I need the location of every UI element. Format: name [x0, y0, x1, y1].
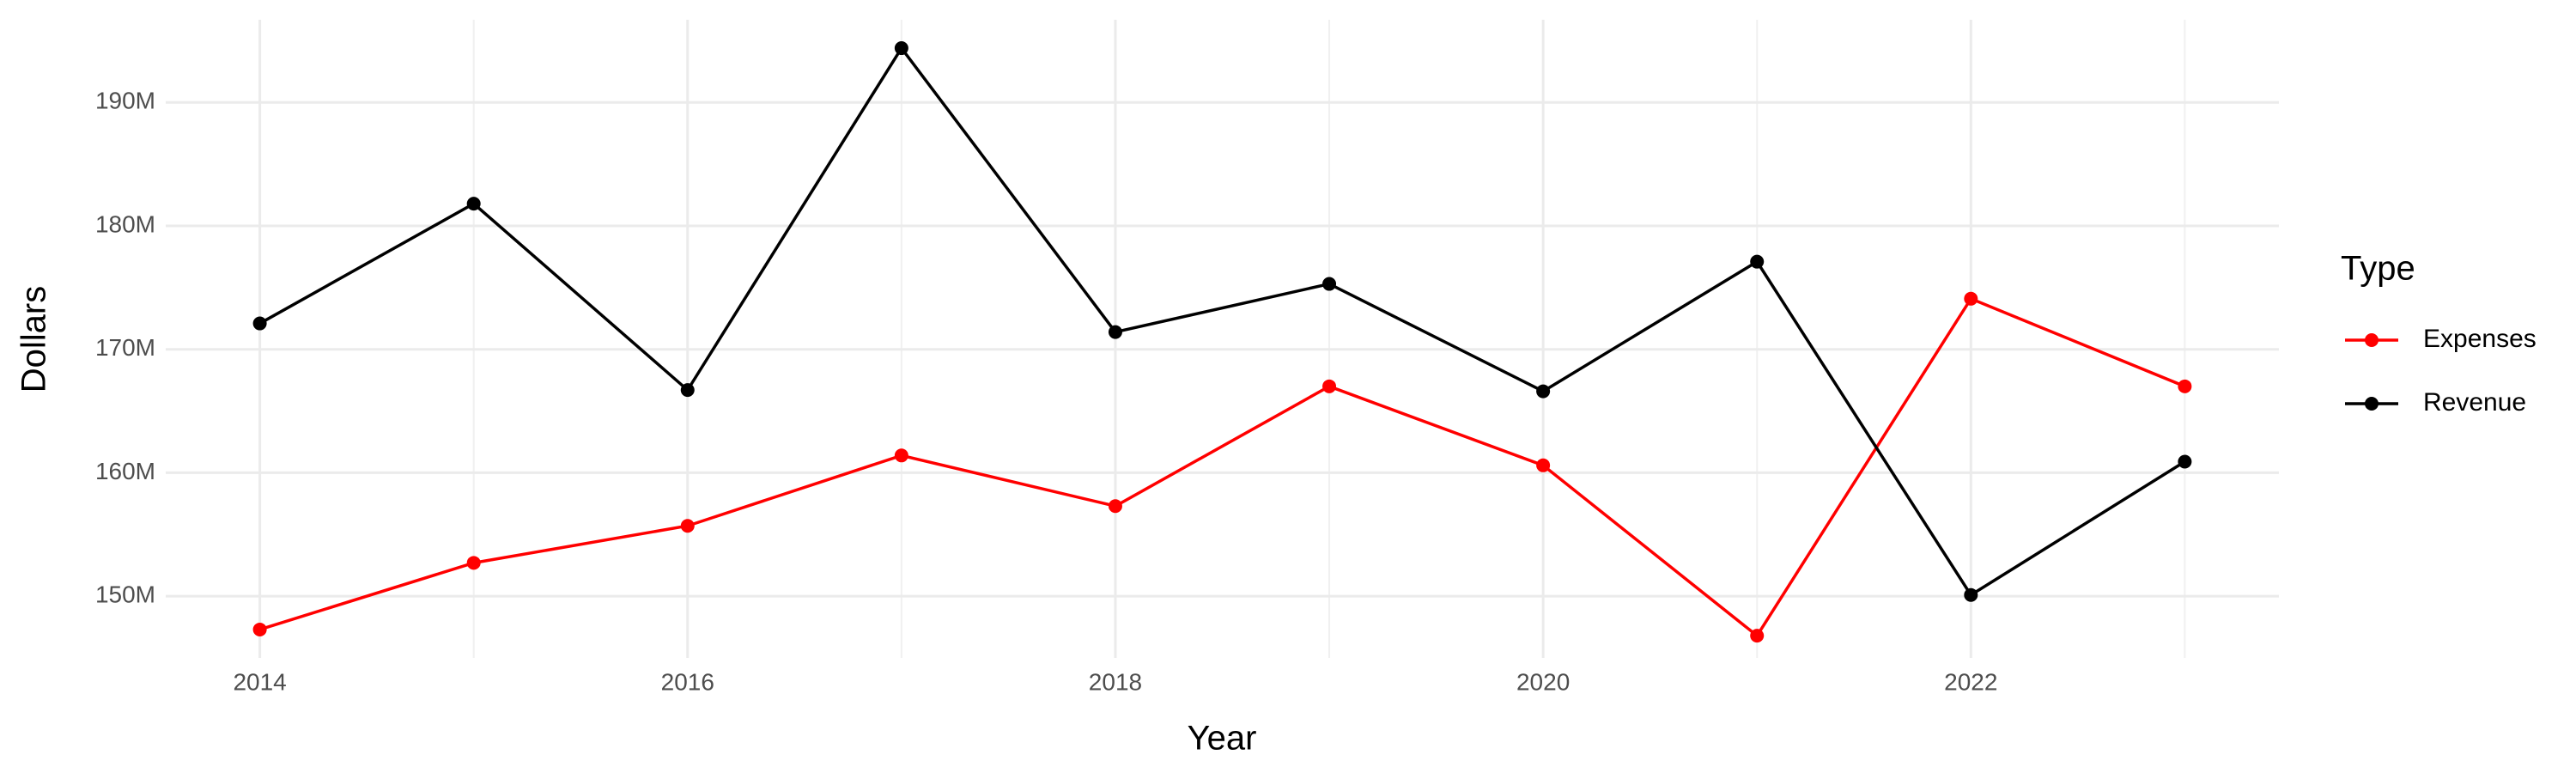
data-point [1108, 325, 1122, 339]
data-point [252, 316, 267, 331]
x-tick-label: 2014 [233, 668, 286, 695]
data-point [894, 41, 908, 56]
series-line [259, 296, 2186, 638]
legend-label: Revenue [2423, 388, 2526, 417]
data-point [1964, 587, 1978, 602]
x-tick-label: 2018 [1089, 668, 1142, 695]
data-point [1964, 291, 1978, 306]
data-point [466, 197, 481, 211]
data-point [1750, 629, 1765, 643]
x-axis-title: Year [1188, 720, 1257, 758]
x-tick-label: 2016 [661, 668, 714, 695]
y-tick-label: 190M [95, 88, 155, 114]
data-point [466, 556, 481, 570]
series-line [258, 45, 2186, 598]
data-point [252, 622, 267, 636]
y-tick-label: 150M [95, 581, 155, 608]
y-axis-title: Dollars [15, 286, 53, 393]
data-point [2178, 379, 2192, 393]
legend-marker [2365, 333, 2379, 347]
data-point [1108, 499, 1122, 514]
legend-marker [2365, 397, 2379, 411]
data-point [680, 383, 695, 398]
y-tick-label: 180M [95, 210, 155, 237]
y-tick-label: 160M [95, 458, 155, 484]
data-point [1536, 384, 1551, 399]
data-point [1750, 254, 1765, 269]
legend-label: Expenses [2423, 325, 2537, 353]
y-tick-label: 170M [95, 334, 155, 361]
data-point [1322, 379, 1337, 393]
data-point [1536, 458, 1551, 472]
x-tick-label: 2022 [1944, 668, 1997, 695]
data-point [894, 448, 908, 463]
data-point [680, 519, 695, 533]
legend-title: Type [2341, 250, 2415, 288]
data-point [1322, 277, 1337, 291]
x-tick-label: 2020 [1516, 668, 1570, 695]
data-point [2178, 454, 2192, 469]
